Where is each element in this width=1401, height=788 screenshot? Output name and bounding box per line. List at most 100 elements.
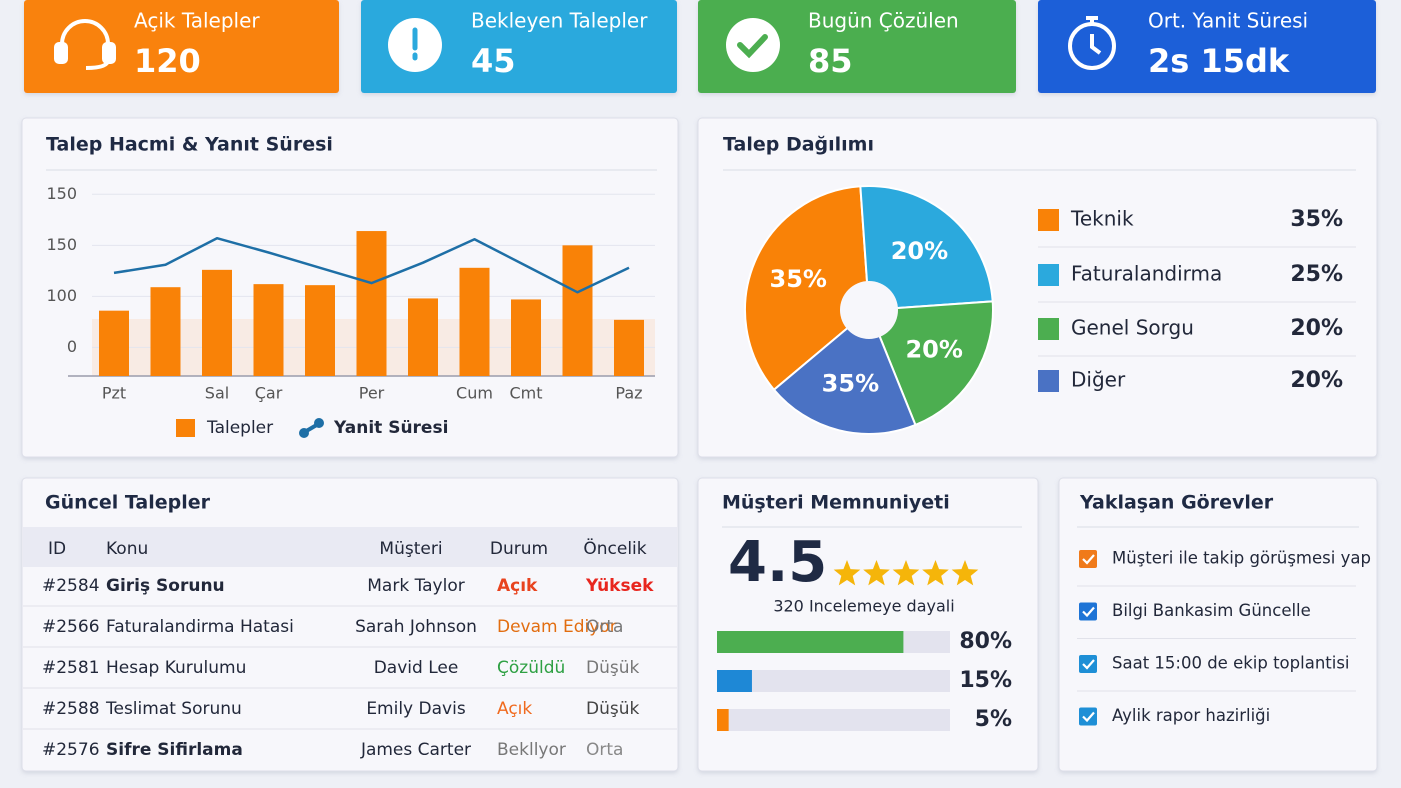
kpi-card [24, 0, 339, 93]
x-tick-label: Cmt [509, 384, 542, 403]
pie-hole [840, 281, 898, 339]
kpi-value: 45 [471, 42, 516, 80]
column-header: Öncelik [583, 537, 646, 559]
legend-value: 25% [1290, 262, 1343, 287]
icon-check [726, 18, 780, 72]
kpi-card [1038, 0, 1376, 93]
bar [459, 267, 490, 376]
panel-title: Müşteri Memnuniyeti [722, 492, 950, 514]
table-cell: Teslimat Sorunu [105, 699, 242, 719]
kpi-value: 2s 15dk [1148, 42, 1290, 80]
bar [99, 310, 129, 376]
table-cell: Giriş Sorunu [106, 576, 225, 596]
checkbox[interactable] [1079, 655, 1097, 673]
kpi-label: Bugün Çözülen [808, 9, 959, 33]
column-header: Müşteri [379, 539, 442, 559]
x-tick-label: Per [359, 384, 385, 403]
legend-label: Teknik [1070, 207, 1134, 231]
table-cell: Sifre Sifirlama [106, 740, 243, 760]
table-cell: David Lee [374, 658, 459, 678]
satisfaction-panel [697, 477, 1039, 772]
y-tick-label: 0 [67, 337, 77, 356]
bar [253, 284, 284, 376]
legend-swatch [1038, 318, 1059, 340]
bar [614, 319, 644, 376]
checkbox[interactable] [1079, 550, 1097, 568]
icon-headset-ear [102, 42, 116, 64]
table-cell: #2566 [42, 617, 100, 637]
table-cell: Orta [586, 617, 623, 637]
checkmark [1082, 606, 1095, 618]
icon-headset-mic [85, 59, 110, 70]
table-cell: #2584 [42, 576, 100, 596]
table-cell: Mark Taylor [367, 576, 464, 596]
icon-stopwatch-hands [1086, 16, 1102, 55]
table-cell: #2576 [42, 740, 100, 760]
table-cell: Hesap Kurulumu [106, 658, 246, 678]
star [892, 560, 920, 586]
table-cell: Bekllyor [497, 740, 566, 760]
legend-swatch [299, 428, 309, 438]
bar [356, 231, 387, 376]
table-cell: James Carter [360, 740, 471, 760]
x-tick-label: Sal [205, 384, 229, 403]
legend-label: Yanit Süresi [333, 418, 448, 438]
legend-value: 20% [1290, 316, 1343, 341]
column-header: Konu [106, 539, 148, 559]
line [113, 236, 630, 294]
table-cell: #2581 [42, 658, 100, 678]
checkbox[interactable] [1079, 602, 1097, 621]
panel-title: Güncel Talepler [45, 492, 211, 514]
checkmark [1082, 659, 1095, 670]
checkmark [1082, 711, 1095, 723]
table-cell: Düşük [586, 658, 639, 678]
bar [408, 298, 438, 376]
y-tick-label: 150 [46, 184, 77, 203]
checkbox[interactable] [1079, 707, 1097, 726]
pie-slice [867, 300, 994, 427]
kpi-value: 120 [134, 42, 201, 80]
pie-slice [744, 185, 871, 392]
bar-label: 5% [975, 707, 1012, 732]
column-header: Durum [490, 539, 548, 559]
legend-label: Faturalandirma [1071, 262, 1222, 286]
bar-label: 15% [959, 668, 1012, 693]
table-cell: #2588 [42, 699, 100, 719]
task-text: Müşteri ile takip görüşmesi yap [1112, 549, 1371, 568]
panel-title: Yaklaşan Görevler [1079, 492, 1274, 514]
table-header-band [23, 527, 677, 567]
checkmark [1082, 554, 1095, 565]
tasks-panel [1058, 477, 1378, 772]
table-cell: Faturalandirma Hatasi [106, 617, 294, 637]
bar [511, 299, 541, 376]
icon-check-mark [737, 34, 768, 59]
task-text: Aylik rapor hazirliği [1112, 706, 1270, 725]
table-cell: Sarah Johnson [355, 617, 477, 637]
legend-swatch [314, 418, 324, 428]
kpi-icons [54, 16, 1116, 72]
kpi-cards [24, 0, 1376, 93]
table-cell: Devam Ediyor [497, 617, 617, 637]
bar [717, 631, 904, 653]
bar-label: 80% [959, 629, 1012, 654]
pie-slice [772, 308, 917, 435]
legend-swatch [1038, 370, 1059, 392]
table-cell: Açık [497, 699, 532, 719]
legend-value: 20% [1290, 368, 1343, 393]
caption: 320 Incelemeye dayali [773, 597, 954, 616]
kpi-card [698, 0, 1016, 93]
column-header: ID [48, 539, 66, 559]
table-cell: Açık [497, 576, 538, 596]
icon-headset [60, 19, 110, 56]
legend-label: Diğer [1071, 368, 1126, 392]
kpi-label: Bekleyen Talepler [471, 9, 648, 33]
slice-label: 35% [822, 370, 879, 398]
y-tick-label: 100 [46, 286, 77, 305]
rating-stars [833, 560, 979, 586]
task-text: Bilgi Bankasim Güncelle [1112, 601, 1311, 620]
y-tick-label: 150 [46, 235, 77, 254]
legend-swatch [176, 419, 195, 437]
slice-label: 20% [905, 336, 962, 364]
slice-label: 20% [891, 237, 948, 265]
